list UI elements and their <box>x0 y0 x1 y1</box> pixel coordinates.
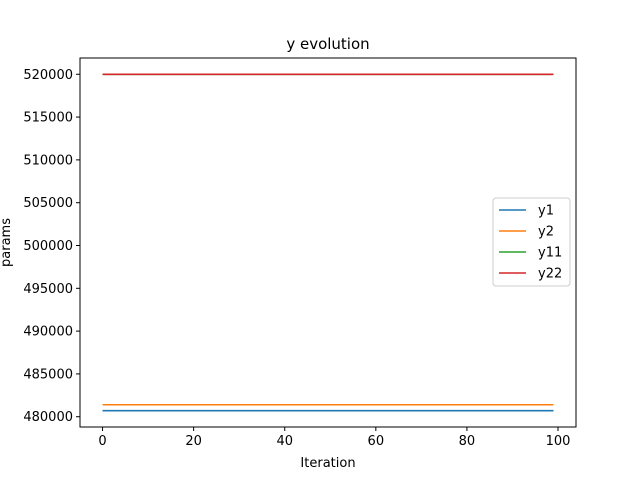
y-tick-label: 485000 <box>23 367 73 382</box>
y-tick-label: 520000 <box>23 68 73 83</box>
legend-label-y11: y11 <box>538 246 562 261</box>
chart-title: y evolution <box>286 35 369 53</box>
plot-area <box>102 73 554 412</box>
x-tick-label: 20 <box>185 434 202 449</box>
x-tick-label: 80 <box>459 434 476 449</box>
legend-label-y22: y22 <box>538 267 562 282</box>
y-axis-label: params <box>0 218 14 267</box>
y-tick-label: 490000 <box>23 325 73 340</box>
y-tick-label: 505000 <box>23 196 73 211</box>
x-tick-label: 100 <box>546 434 571 449</box>
x-tick-label: 0 <box>98 434 106 449</box>
axes-frame <box>79 57 577 428</box>
y-tick-label: 500000 <box>23 239 73 254</box>
y-tick-label: 510000 <box>23 153 73 168</box>
x-tick-label: 60 <box>368 434 385 449</box>
legend: y1 y2 y11 y22 <box>492 197 571 287</box>
y-tick-label: 480000 <box>23 410 73 425</box>
legend-label-y2: y2 <box>538 225 554 240</box>
legend-frame <box>492 197 571 287</box>
y-tick-label: 495000 <box>23 282 73 297</box>
y-tick-label: 515000 <box>23 111 73 126</box>
axis-ticks: 0 20 40 60 80 100 480000 485000 490000 495000 5000… <box>23 68 570 449</box>
x-tick-label: 40 <box>276 434 293 449</box>
x-axis-label: Iteration <box>300 456 355 471</box>
legend-label-y1: y1 <box>538 204 554 219</box>
